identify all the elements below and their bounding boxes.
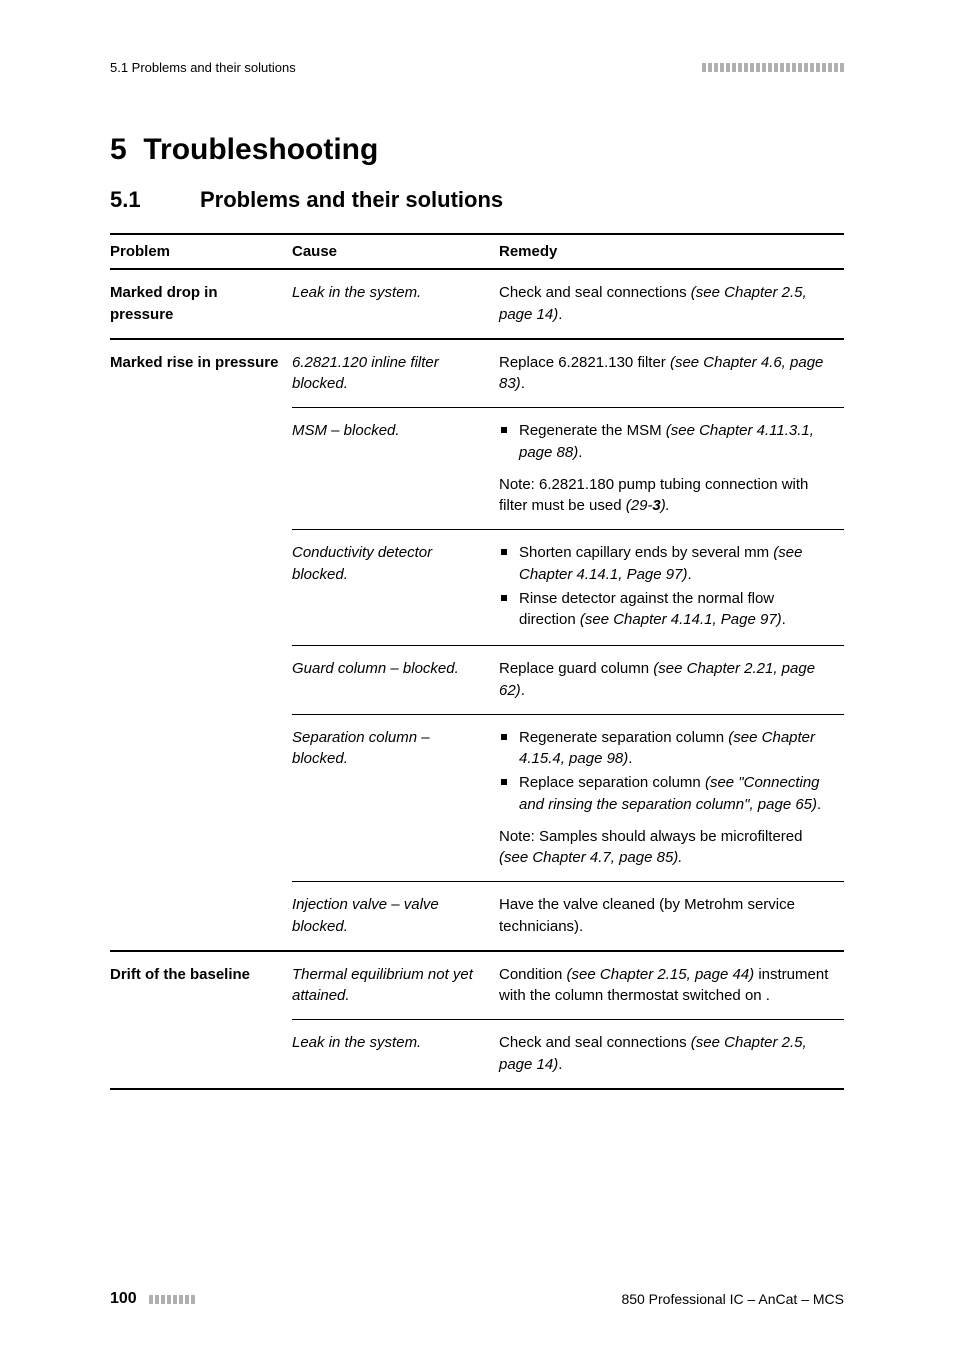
th-remedy: Remedy <box>499 234 844 269</box>
chapter-number: 5 <box>110 133 127 166</box>
header-left: 5.1 Problems and their solutions <box>110 60 296 75</box>
footer-right: 850 Professional IC – AnCat – MCS <box>621 1291 844 1307</box>
table-row: Marked drop in pressureLeak in the syste… <box>110 269 844 339</box>
header-ticks <box>702 63 844 72</box>
section-number: 5.1 <box>110 187 200 213</box>
remedy-cell: Replace guard column (see Chapter 2.21, … <box>499 646 844 715</box>
cause-cell: Leak in the system. <box>292 269 499 339</box>
chapter-title: 5 Troubleshooting <box>110 133 844 167</box>
remedy-cell: Check and seal connections (see Chapter … <box>499 269 844 339</box>
table-row: Marked rise in pressure6.2821.120 inline… <box>110 339 844 408</box>
footer: 100 850 Professional IC – AnCat – MCS <box>110 1290 844 1308</box>
table-row: Drift of the baselineThermal equilibrium… <box>110 951 844 1020</box>
remedy-bullet: Shorten capillary ends by several mm (se… <box>517 542 832 586</box>
remedy-cell: Replace 6.2821.130 filter (see Chapter 4… <box>499 339 844 408</box>
remedy-cell: Regenerate separation column (see Chapte… <box>499 714 844 882</box>
page: 5.1 Problems and their solutions 5 Troub… <box>0 0 954 1350</box>
cause-cell: Separation column – blocked. <box>292 714 499 882</box>
page-number: 100 <box>110 1290 137 1307</box>
cause-cell: Leak in the system. <box>292 1020 499 1089</box>
remedy-bullet-list: Regenerate the MSM (see Chapter 4.11.3.1… <box>499 420 832 464</box>
th-problem: Problem <box>110 234 292 269</box>
footer-left: 100 <box>110 1290 195 1308</box>
cause-cell: Guard column – blocked. <box>292 646 499 715</box>
cause-cell: Injection valve – valve blocked. <box>292 882 499 951</box>
footer-ticks <box>149 1295 195 1304</box>
problem-cell: Marked drop in pressure <box>110 269 292 339</box>
remedy-cell: Shorten capillary ends by several mm (se… <box>499 530 844 646</box>
problem-cell: Marked rise in pressure <box>110 339 292 951</box>
cause-cell: Conductivity detector blocked. <box>292 530 499 646</box>
remedy-note: Note: 6.2821.180 pump tubing connection … <box>499 474 832 518</box>
problem-cell: Drift of the baseline <box>110 951 292 1089</box>
remedy-bullet: Replace separation column (see "Connecti… <box>517 772 832 816</box>
remedy-bullet-list: Shorten capillary ends by several mm (se… <box>499 542 832 631</box>
remedy-bullet: Regenerate separation column (see Chapte… <box>517 727 832 771</box>
remedy-cell: Regenerate the MSM (see Chapter 4.11.3.1… <box>499 408 844 530</box>
remedy-note: Note: Samples should always be microfilt… <box>499 826 832 870</box>
table-header-row: Problem Cause Remedy <box>110 234 844 269</box>
remedy-bullet-list: Regenerate separation column (see Chapte… <box>499 727 832 816</box>
remedy-bullet: Regenerate the MSM (see Chapter 4.11.3.1… <box>517 420 832 464</box>
th-cause: Cause <box>292 234 499 269</box>
cause-cell: Thermal equilibrium not yet attained. <box>292 951 499 1020</box>
remedy-cell: Condition (see Chapter 2.15, page 44) in… <box>499 951 844 1020</box>
remedy-bullet: Rinse detector against the normal flow d… <box>517 588 832 632</box>
running-header: 5.1 Problems and their solutions <box>110 60 844 75</box>
chapter-text: Troubleshooting <box>143 133 378 166</box>
troubleshooting-table: Problem Cause Remedy Marked drop in pres… <box>110 233 844 1090</box>
section-text: Problems and their solutions <box>200 187 503 212</box>
section-title: 5.1Problems and their solutions <box>110 187 844 213</box>
remedy-cell: Check and seal connections (see Chapter … <box>499 1020 844 1089</box>
remedy-cell: Have the valve cleaned (by Metrohm servi… <box>499 882 844 951</box>
cause-cell: MSM – blocked. <box>292 408 499 530</box>
cause-cell: 6.2821.120 inline filter blocked. <box>292 339 499 408</box>
